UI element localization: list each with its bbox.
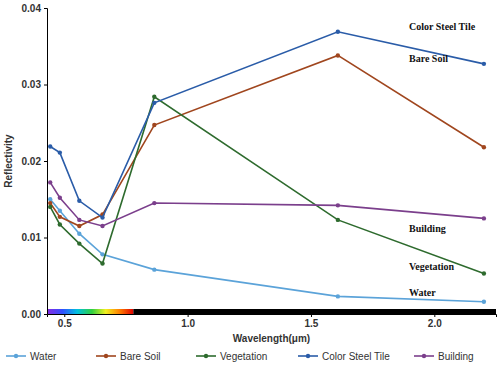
spectrum-strip xyxy=(133,309,496,314)
x-tick: 1.5 xyxy=(305,314,319,329)
legend-item: Bare Soil xyxy=(96,351,161,362)
series-marker xyxy=(336,218,340,222)
y-axis: 0.00 0.01 0.02 0.03 0.04 xyxy=(22,3,48,320)
x-tick-label: 0.5 xyxy=(58,318,72,329)
legend-label: Color Steel Tile xyxy=(322,351,390,362)
series-marker xyxy=(48,180,52,184)
y-tick: 0.01 xyxy=(22,232,47,243)
x-axis: 0.5 1.0 1.5 2.0 xyxy=(48,314,497,329)
series-marker xyxy=(58,215,62,219)
x-tick-label: 1.5 xyxy=(305,318,319,329)
legend-label: Vegetation xyxy=(220,351,267,362)
chart: 0.5 1.0 1.5 2.0 0.00 0.01 0.02 0.03 0.04 Waveleng… xyxy=(0,0,500,368)
series-marker xyxy=(100,261,104,265)
series-marker xyxy=(77,199,81,203)
legend-swatch xyxy=(104,354,108,358)
series-marker xyxy=(482,216,486,220)
x-tick-label: 2.0 xyxy=(428,318,442,329)
y-tick-mark xyxy=(44,85,47,86)
series-line xyxy=(50,199,484,302)
y-tick: 0.02 xyxy=(22,156,47,167)
legend-item: Water xyxy=(6,351,57,362)
legend-swatch xyxy=(204,354,208,358)
series-marker xyxy=(48,205,52,209)
series-marker xyxy=(48,144,52,148)
series-marker xyxy=(482,271,486,275)
series-marker xyxy=(152,201,156,205)
series-group xyxy=(48,30,486,304)
series-marker xyxy=(152,101,156,105)
series-marker xyxy=(100,215,104,219)
series-marker xyxy=(77,218,81,222)
series-marker xyxy=(77,241,81,245)
series-marker xyxy=(482,300,486,304)
y-tick-mark xyxy=(44,8,47,9)
legend: Water Bare Soil Vegetation Color Steel Tile… xyxy=(6,351,474,362)
legend-item: Building xyxy=(414,351,474,362)
series-marker xyxy=(482,62,486,66)
series-marker xyxy=(336,30,340,34)
annotation: Water xyxy=(409,287,436,298)
y-axis-title: Reflectivity xyxy=(3,134,14,188)
series-marker xyxy=(58,222,62,226)
y-tick: 0.00 xyxy=(22,309,47,320)
spectrum-strip xyxy=(47,309,133,314)
plot: 0.5 1.0 1.5 2.0 0.00 0.01 0.02 0.03 0.04 xyxy=(22,3,497,329)
legend-item: Color Steel Tile xyxy=(298,351,390,362)
y-axis-line xyxy=(44,9,48,315)
x-tick-mark xyxy=(311,314,312,317)
series-marker xyxy=(152,95,156,99)
y-tick-label: 0.04 xyxy=(22,3,42,14)
annotation: Vegetation xyxy=(409,261,455,272)
series-line xyxy=(50,182,484,226)
annotation: Building xyxy=(409,223,446,234)
annotation: Bare Soil xyxy=(409,53,448,64)
series-marker xyxy=(336,203,340,207)
legend-swatch xyxy=(422,354,426,358)
series-marker xyxy=(58,196,62,200)
x-axis-title: Wavelength(μm) xyxy=(233,333,310,344)
series-line xyxy=(50,97,484,274)
series-marker xyxy=(77,231,81,235)
x-tick-label: 1.0 xyxy=(181,318,195,329)
series-marker xyxy=(152,123,156,127)
y-tick-mark xyxy=(44,314,47,315)
series-marker xyxy=(58,209,62,213)
x-tick: 1.0 xyxy=(181,314,195,329)
y-tick-label: 0.02 xyxy=(22,156,42,167)
y-tick-mark xyxy=(44,238,47,239)
y-tick-label: 0.03 xyxy=(22,79,42,90)
series-marker xyxy=(100,224,104,228)
legend-label: Building xyxy=(438,351,474,362)
series-marker xyxy=(336,294,340,298)
x-tick-mark xyxy=(434,314,435,317)
x-tick: 2.0 xyxy=(428,314,442,329)
x-tick: 0.5 xyxy=(58,314,72,329)
annotation: Color Steel Tile xyxy=(409,21,476,32)
y-tick-label: 0.00 xyxy=(22,309,42,320)
x-tick-mark xyxy=(64,314,65,317)
series-marker xyxy=(48,197,52,201)
legend-item: Vegetation xyxy=(196,351,267,362)
series-marker xyxy=(152,267,156,271)
legend-label: Water xyxy=(30,351,57,362)
y-tick-mark xyxy=(44,161,47,162)
legend-swatch xyxy=(14,354,18,358)
y-tick: 0.04 xyxy=(22,3,47,14)
series-marker xyxy=(336,53,340,57)
series-marker xyxy=(482,145,486,149)
x-tick-mark xyxy=(188,314,189,317)
series-line xyxy=(50,32,484,218)
series-line xyxy=(50,55,484,226)
series-marker xyxy=(77,224,81,228)
series-marker xyxy=(58,150,62,154)
x-axis-line xyxy=(48,315,497,318)
legend-label: Bare Soil xyxy=(120,351,161,362)
legend-swatch xyxy=(306,354,310,358)
series-marker xyxy=(48,201,52,205)
y-tick: 0.03 xyxy=(22,79,47,90)
y-tick-label: 0.01 xyxy=(22,232,42,243)
